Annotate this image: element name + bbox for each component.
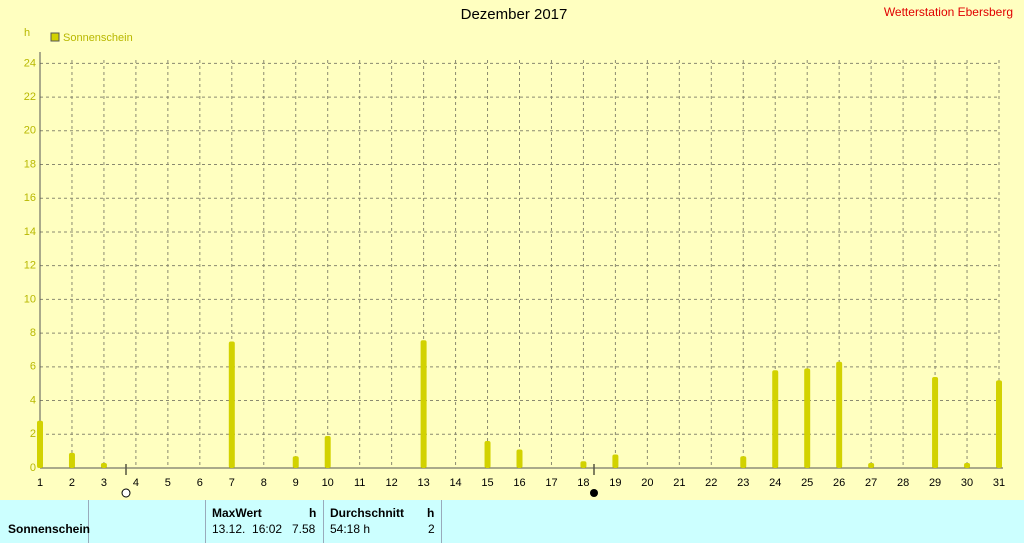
x-tick-label: 6 <box>197 477 203 489</box>
y-tick-label: 18 <box>24 158 36 170</box>
bar <box>420 340 427 468</box>
cell: 7.58 <box>292 522 316 536</box>
bar <box>836 361 843 468</box>
x-tick-label: 19 <box>609 477 621 489</box>
x-tick-label: 17 <box>545 477 557 489</box>
separator <box>88 500 89 543</box>
x-tick-label: 4 <box>133 477 139 489</box>
cell: 54:18 h <box>330 522 371 536</box>
bar <box>484 441 491 468</box>
x-tick-label: 1 <box>37 477 43 489</box>
x-tick-label: 18 <box>577 477 589 489</box>
bar <box>868 462 875 468</box>
y-tick-label: 14 <box>24 226 36 238</box>
x-tick-label: 20 <box>641 477 653 489</box>
y-tick-label: 24 <box>24 57 36 69</box>
y-tick-label: 20 <box>24 125 36 137</box>
x-tick-label: 7 <box>229 477 235 489</box>
chart: Dezember 2017 Wetterstation Ebersberg h … <box>24 5 1013 498</box>
x-tick-label: 31 <box>993 477 1005 489</box>
legend-swatch <box>50 32 60 42</box>
x-tick-label: 25 <box>801 477 813 489</box>
x-tick-label: 30 <box>961 477 973 489</box>
x-tick-label: 27 <box>865 477 877 489</box>
bar <box>100 462 107 468</box>
x-tick-label: 16 <box>513 477 525 489</box>
bar <box>996 380 1002 468</box>
x-tick-label: 21 <box>673 477 685 489</box>
bar <box>292 456 299 468</box>
bar <box>228 341 235 468</box>
y-axis-label: h <box>24 27 30 39</box>
bar <box>580 461 587 468</box>
x-tick-label: 26 <box>833 477 845 489</box>
bar <box>612 454 619 468</box>
bar <box>68 452 75 468</box>
y-tick-label: 8 <box>30 327 36 339</box>
x-tick-label: 14 <box>449 477 461 489</box>
x-tick-label: 10 <box>322 477 334 489</box>
header-unit: h <box>427 506 435 520</box>
y-tick-label: 22 <box>24 91 36 103</box>
y-tick-label: 0 <box>30 462 36 474</box>
x-tick-label: 28 <box>897 477 909 489</box>
y-tick-label: 4 <box>30 394 36 406</box>
x-tick-label: 2 <box>69 477 75 489</box>
station: Wetterstation Ebersberg <box>884 5 1013 19</box>
y-tick-label: 2 <box>30 428 36 440</box>
x-tick-label: 12 <box>386 477 398 489</box>
x-tick-label: 29 <box>929 477 941 489</box>
separator <box>205 500 206 543</box>
header: MaxWert <box>212 506 262 520</box>
moon-icon <box>590 489 598 497</box>
x-tick-label: 9 <box>293 477 299 489</box>
summary-table: Sonnenschein MaxWert h 13.12. 16:02 7.58… <box>0 500 1024 543</box>
bar <box>37 420 43 468</box>
bar <box>772 370 779 468</box>
bar <box>324 435 331 468</box>
x-tick-label: 24 <box>769 477 781 489</box>
bar <box>516 449 523 468</box>
header-unit: h <box>309 506 317 520</box>
bar <box>804 368 811 468</box>
legend-label: Sonnenschein <box>63 32 133 44</box>
x-tick-label: 3 <box>101 477 107 489</box>
row-label: Sonnenschein <box>8 522 91 536</box>
cell: 2 <box>428 522 435 536</box>
x-tick-label: 8 <box>261 477 267 489</box>
moon-icon <box>121 488 131 498</box>
y-tick-label: 10 <box>24 293 36 305</box>
x-tick-label: 15 <box>481 477 493 489</box>
header: Durchschnitt <box>330 506 405 520</box>
x-tick-label: 13 <box>417 477 429 489</box>
separator <box>441 500 442 543</box>
y-tick-label: 12 <box>24 260 36 272</box>
x-tick-label: 11 <box>354 477 365 489</box>
bar <box>964 462 971 468</box>
x-tick-label: 22 <box>705 477 717 489</box>
bar <box>932 376 939 468</box>
bar <box>740 456 747 468</box>
y-tick-label: 16 <box>24 192 36 204</box>
separator <box>323 500 324 543</box>
chart-title: Dezember 2017 <box>461 6 568 23</box>
cell: 13.12. 16:02 <box>212 522 283 536</box>
x-tick-label: 5 <box>165 477 171 489</box>
y-tick-label: 6 <box>30 361 36 373</box>
x-tick-label: 23 <box>737 477 749 489</box>
